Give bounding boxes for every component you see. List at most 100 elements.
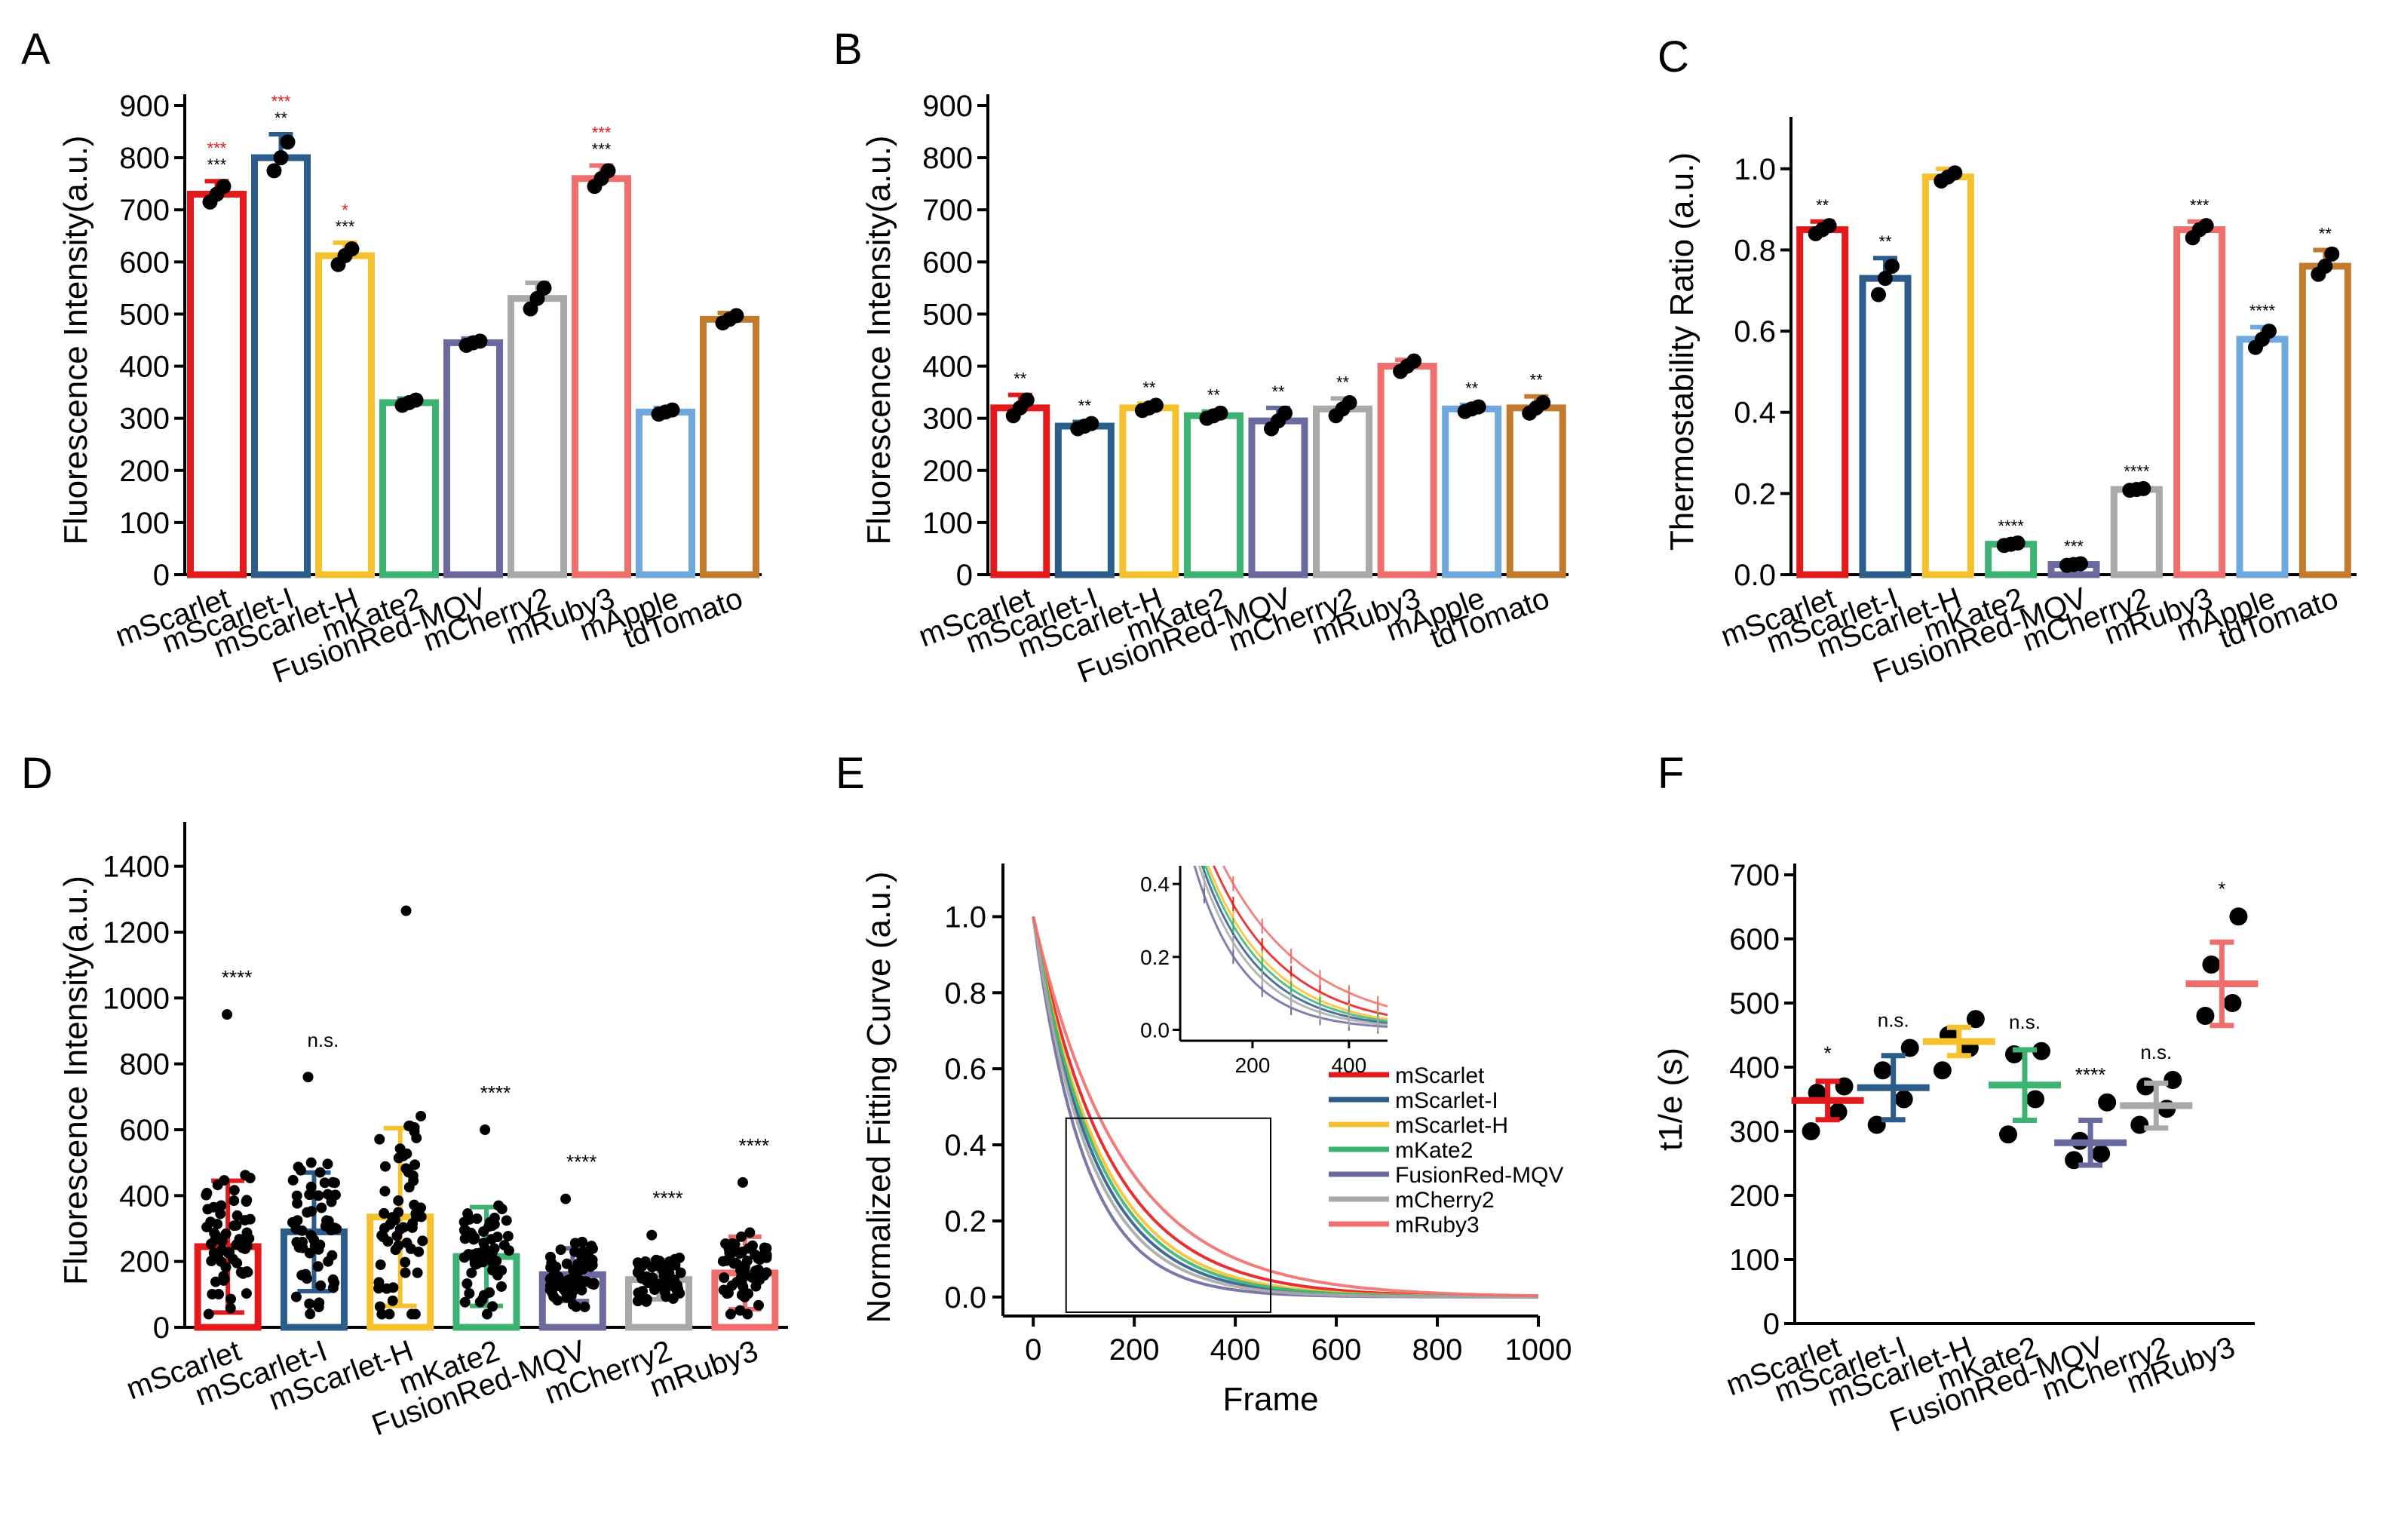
data-point: [731, 1276, 743, 1287]
significance-label: ***: [2190, 196, 2210, 215]
data-point: [464, 1287, 475, 1299]
y-tick-label: 1200: [103, 916, 170, 949]
data-point: [753, 1253, 764, 1264]
bar: [508, 295, 567, 578]
data-point: [306, 1206, 317, 1217]
data-point: [315, 1280, 327, 1291]
data-point: [290, 1223, 302, 1235]
y-tick-label: 100: [119, 507, 170, 540]
inset-series-line: [1198, 866, 1388, 1026]
y-tick-label: 0: [956, 559, 973, 592]
data-point: [305, 1157, 317, 1168]
significance-label-red: ***: [271, 92, 291, 111]
data-point: [225, 1293, 237, 1305]
significance-label-red: ***: [207, 139, 227, 158]
data-point: [232, 1257, 243, 1269]
data-point: [232, 1210, 243, 1221]
data-point: [384, 1308, 395, 1320]
bar: [2236, 336, 2289, 578]
data-point: [2196, 1007, 2215, 1025]
data-point: [652, 1278, 663, 1290]
significance-label: *: [2218, 877, 2225, 900]
data-point: [205, 1238, 216, 1250]
data-point: [201, 1187, 213, 1198]
data-point: [374, 1134, 385, 1145]
data-point: [743, 1243, 754, 1254]
data-point: [721, 1255, 732, 1266]
bar: [1377, 363, 1437, 578]
y-tick-label: 600: [922, 246, 973, 279]
data-point: [312, 1261, 324, 1272]
category-label: tdTomato: [2215, 581, 2343, 655]
bar: [1119, 404, 1179, 578]
y-tick-label: 1400: [103, 851, 170, 884]
data-point: [503, 1245, 514, 1256]
data-point: [302, 1072, 314, 1083]
data-point: [2202, 956, 2221, 974]
significance-label: ***: [207, 155, 227, 174]
data-point: [462, 1278, 473, 1290]
y-tick-label: 0.2: [1734, 477, 1776, 511]
data-point: [582, 1254, 593, 1265]
inset-plot: [1193, 866, 1388, 1034]
y-tick-label: 700: [1729, 859, 1780, 892]
data-point: [244, 1213, 256, 1225]
data-point: [291, 1190, 302, 1201]
y-axis-title: Normalized Fitting Curve (a.u.): [860, 871, 897, 1323]
data-point: [400, 1256, 411, 1268]
data-point: [2317, 258, 2333, 274]
data-point: [469, 1258, 480, 1269]
data-point: [734, 1248, 745, 1259]
y-tick-label: 0.4: [944, 1129, 986, 1162]
significance-label-red: ***: [592, 123, 612, 142]
data-point: [1535, 394, 1551, 410]
bar: [2298, 262, 2351, 578]
data-point: [344, 241, 360, 257]
data-point: [578, 1246, 589, 1257]
data-point: [407, 1218, 419, 1229]
data-point: [1277, 405, 1293, 421]
data-point: [322, 1158, 333, 1170]
data-point: [459, 1296, 471, 1308]
data-point: [566, 1290, 577, 1302]
significance-label: **: [1878, 232, 1892, 251]
data-point: [290, 1291, 302, 1302]
data-point: [305, 1181, 317, 1192]
y-tick-label: 700: [922, 194, 973, 227]
legend-label: mKate2: [1395, 1138, 1473, 1163]
data-point: [664, 1272, 675, 1283]
data-point: [1884, 258, 1900, 274]
y-tick-label: 800: [119, 142, 170, 175]
data-point: [398, 1222, 409, 1233]
significance-label: **: [1530, 371, 1544, 390]
data-point: [387, 1295, 398, 1306]
data-point: [2032, 1041, 2050, 1060]
category-label: tdTomato: [619, 581, 747, 655]
y-tick-label: 0.2: [944, 1205, 986, 1238]
data-point: [588, 1279, 600, 1290]
data-point: [287, 1174, 299, 1186]
significance-label: **: [2319, 224, 2332, 243]
significance-label: ***: [2064, 537, 2084, 556]
data-point: [646, 1229, 658, 1241]
data-point: [228, 1185, 240, 1196]
bar: [636, 408, 695, 578]
x-tick-label: 200: [1109, 1333, 1160, 1367]
inset-series-line: [1222, 866, 1388, 1008]
data-point: [400, 1267, 411, 1278]
data-point: [381, 1283, 392, 1294]
data-point: [492, 1232, 503, 1243]
panel-label: F: [1658, 749, 1684, 798]
data-point: [410, 1208, 422, 1219]
data-point: [220, 1228, 232, 1239]
inset-series-line: [1201, 866, 1388, 1025]
legend-label: mRuby3: [1395, 1213, 1480, 1238]
panel-label: A: [21, 25, 51, 74]
data-point: [1947, 165, 1963, 181]
y-axis-title: t1/e (s): [1652, 1048, 1689, 1151]
data-point: [1999, 1125, 2017, 1144]
data-point: [569, 1246, 581, 1257]
data-point: [379, 1161, 391, 1172]
y-tick-label: 0.8: [944, 977, 986, 1010]
data-point: [569, 1238, 581, 1249]
